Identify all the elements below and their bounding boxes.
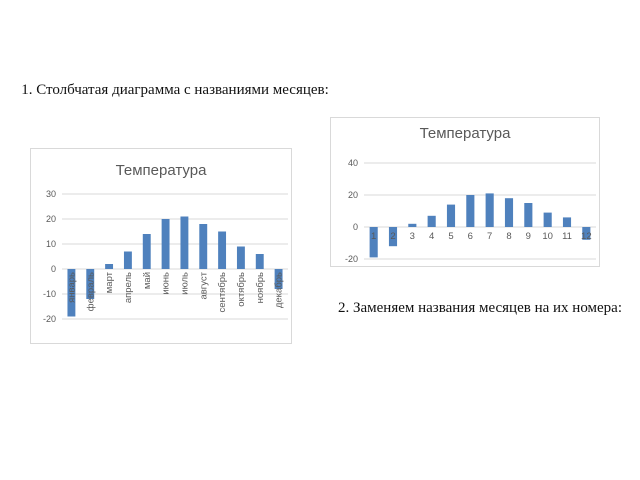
bar-декабрь <box>274 269 283 289</box>
bar-9 <box>524 203 533 227</box>
bar-5 <box>446 204 456 227</box>
bar-июль <box>180 216 189 269</box>
x-tick-label: 4 <box>429 231 434 242</box>
x-tick-label: июль <box>179 272 190 295</box>
y-tick-label: -20 <box>43 314 56 324</box>
y-tick-label: 0 <box>353 222 358 232</box>
x-tick-label: октябрь <box>236 272 247 307</box>
bar-февраль <box>86 269 95 299</box>
y-tick-label: -10 <box>43 289 56 299</box>
bar-март <box>105 264 114 269</box>
x-tick-label: июнь <box>161 272 172 295</box>
y-tick-label: 40 <box>348 158 358 168</box>
chart-frame <box>330 117 600 267</box>
y-tick-label: 30 <box>46 189 56 199</box>
x-tick-label: 10 <box>542 231 553 242</box>
chart-title: Температура <box>116 162 208 179</box>
bar-октябрь <box>236 246 245 269</box>
y-tick-label: 20 <box>46 214 56 224</box>
chart-month-names: Температура -20 -10 0 10 20 30 январь февраль мар… <box>30 148 292 344</box>
x-tick-label: май <box>142 272 153 289</box>
x-tick-label: 5 <box>448 231 453 242</box>
x-tick-label: 3 <box>410 231 415 242</box>
bar-4 <box>427 215 436 227</box>
y-tick-label: 0 <box>51 264 56 274</box>
caption-month-names: 1. Столбчатая диаграмма с названиями мес… <box>21 82 329 98</box>
x-tick-label: декабрь <box>274 272 285 308</box>
bar-август <box>199 224 208 269</box>
x-tick-label: март <box>104 271 115 293</box>
bar-3 <box>408 223 417 227</box>
x-tick-label: январь <box>66 272 77 303</box>
x-tick-label: 8 <box>506 231 511 242</box>
bar-май <box>142 234 151 269</box>
x-tick-label: 1 <box>371 231 376 242</box>
bar-11 <box>562 217 572 227</box>
bar-7 <box>485 193 494 227</box>
bar-10 <box>543 212 552 227</box>
chart-title: Температура <box>420 125 512 142</box>
bar-сентябрь <box>218 231 227 269</box>
x-tick-label: 6 <box>468 231 473 242</box>
x-tick-label: 7 <box>487 231 492 242</box>
x-tick-label: сентябрь <box>217 272 228 312</box>
bar-6 <box>466 195 475 227</box>
bar-январь <box>67 269 76 317</box>
chart-frame <box>30 148 292 344</box>
bar-июнь <box>161 219 170 269</box>
bar-8 <box>504 198 514 227</box>
y-tick-label: 20 <box>348 190 358 200</box>
caption-month-numbers: 2. Заменяем названия месяцев на их номер… <box>337 300 623 316</box>
x-tick-label: апрель <box>123 272 134 303</box>
bar-2 <box>388 227 398 247</box>
x-tick-label: 2 <box>390 231 395 242</box>
y-tick-label: -20 <box>345 254 358 264</box>
y-tick-label: 10 <box>46 239 56 249</box>
bar-12 <box>582 227 591 240</box>
bar-1 <box>369 227 378 258</box>
x-tick-label: август <box>198 271 209 299</box>
x-tick-label: 12 <box>581 231 592 242</box>
bar-ноябрь <box>255 254 264 269</box>
x-tick-label: 11 <box>562 231 572 242</box>
bar-апрель <box>123 251 132 269</box>
x-tick-label: февраль <box>85 272 96 311</box>
x-tick-label: ноябрь <box>255 272 266 303</box>
x-tick-label: 9 <box>526 231 531 242</box>
